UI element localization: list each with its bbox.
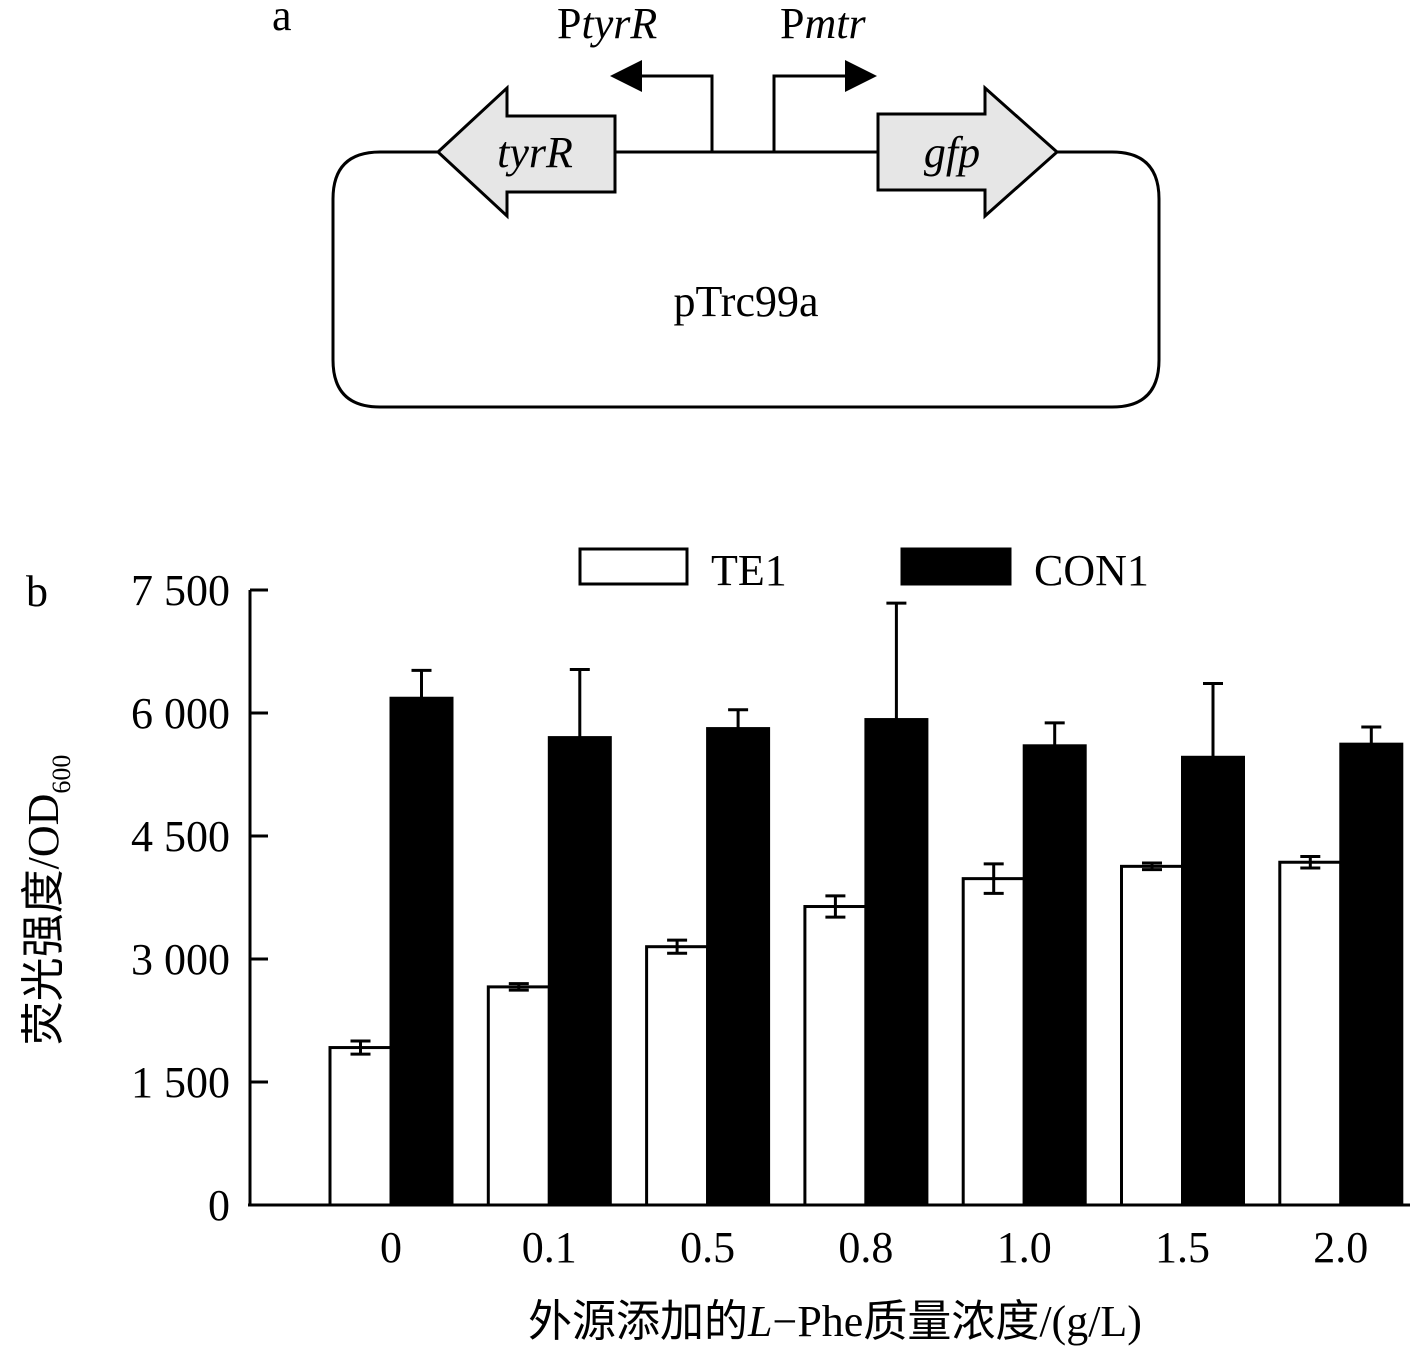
- promoter-pmtr-arrowhead: [845, 60, 877, 92]
- error-bars: [350, 601, 1382, 1056]
- legend-label-con1: CON1: [1034, 546, 1149, 595]
- legend-swatch-con1: [900, 547, 1012, 586]
- x-axis-label: 外源添加的L−Phe质量浓度/(g/L): [528, 1297, 1142, 1346]
- promoter-pmtr-label: Pmtr: [780, 0, 866, 48]
- legend-swatch-te1: [578, 547, 689, 586]
- promoter-ptyrr-line: [640, 74, 714, 152]
- plasmid-backbone: [331, 150, 1161, 409]
- gene-gfp-label: gfp: [924, 128, 980, 177]
- x-tick-label-0: 0: [380, 1223, 402, 1272]
- error-bar-te1-5: [1142, 861, 1162, 872]
- panel-a: a tyrR gfp PtyrR Pmtr pTrc99a: [272, 0, 1161, 409]
- error-bar-con1-1: [569, 668, 590, 738]
- gene-tyrr: tyrR: [435, 84, 617, 220]
- legend: TE1 CON1: [578, 546, 1149, 595]
- promoter-pmtr: Pmtr: [772, 0, 877, 152]
- error-bar-con1-2: [728, 708, 749, 729]
- x-tick-label-4: 1.0: [997, 1223, 1052, 1272]
- promoter-ptyrr: PtyrR: [557, 0, 714, 152]
- error-bar-te1-6: [1300, 855, 1321, 870]
- bar-con1-0: [389, 696, 454, 1207]
- plasmid-name: pTrc99a: [673, 277, 818, 326]
- panel-a-label: a: [272, 0, 292, 40]
- y-ticks: 0 1 500 3 000 4 500 6 000 7 500: [131, 566, 268, 1230]
- bar-te1-6: [1278, 860, 1343, 1207]
- y-tick-label-4: 6 000: [131, 689, 230, 738]
- bar-con1-6: [1339, 742, 1404, 1207]
- y-tick-label-5: 7 500: [131, 566, 230, 615]
- x-tick-label-2: 0.5: [680, 1223, 735, 1272]
- x-ticks: 0 0.1 0.5 0.8 1.0 1.5 2.0: [380, 1223, 1368, 1272]
- error-bar-con1-6: [1361, 725, 1382, 745]
- bar-te1-0: [328, 1046, 393, 1207]
- gene-tyrr-label: tyrR: [497, 128, 573, 177]
- panel-b-label: b: [26, 567, 48, 616]
- error-bar-con1-0: [411, 668, 432, 699]
- gene-gfp-arrow: [876, 84, 1060, 220]
- bars: [328, 696, 1404, 1207]
- bar-te1-2: [645, 945, 710, 1207]
- y-tick-label-1: 1 500: [131, 1058, 230, 1107]
- gene-gfp: gfp: [876, 84, 1060, 220]
- x-tick-label-1: 0.1: [522, 1223, 577, 1272]
- x-tick-label-5: 1.5: [1155, 1223, 1210, 1272]
- error-bar-con1-5: [1203, 681, 1223, 758]
- error-bar-con1-3: [886, 601, 907, 720]
- bar-te1-3: [803, 905, 868, 1207]
- error-bar-te1-2: [667, 938, 688, 955]
- promoter-ptyrr-arrowhead: [610, 60, 642, 92]
- x-tick-label-3: 0.8: [838, 1223, 893, 1272]
- promoter-pmtr-line: [772, 74, 846, 152]
- x-tick-label-6: 2.0: [1313, 1223, 1368, 1272]
- bar-con1-4: [1022, 744, 1087, 1207]
- bar-con1-3: [864, 718, 929, 1207]
- bar-con1-2: [706, 727, 771, 1207]
- bar-te1-1: [486, 985, 551, 1207]
- bar-te1-4: [961, 877, 1026, 1207]
- bar-te1-5: [1120, 864, 1184, 1207]
- error-bar-con1-4: [1044, 721, 1065, 746]
- bar-con1-1: [547, 736, 612, 1207]
- error-bar-te1-4: [983, 862, 1004, 895]
- y-tick-label-3: 4 500: [131, 812, 230, 861]
- error-bar-te1-1: [508, 982, 529, 992]
- y-tick-label-0: 0: [208, 1181, 230, 1230]
- error-bar-te1-3: [825, 894, 846, 919]
- promoter-ptyrr-label: PtyrR: [557, 0, 657, 48]
- y-tick-label-2: 3 000: [131, 935, 230, 984]
- bar-con1-5: [1181, 755, 1245, 1207]
- legend-label-te1: TE1: [711, 546, 787, 595]
- y-axis-label: 荧光强度/OD600: [19, 755, 76, 1046]
- gene-tyrr-arrow: [435, 84, 617, 220]
- error-bar-te1-0: [350, 1039, 371, 1056]
